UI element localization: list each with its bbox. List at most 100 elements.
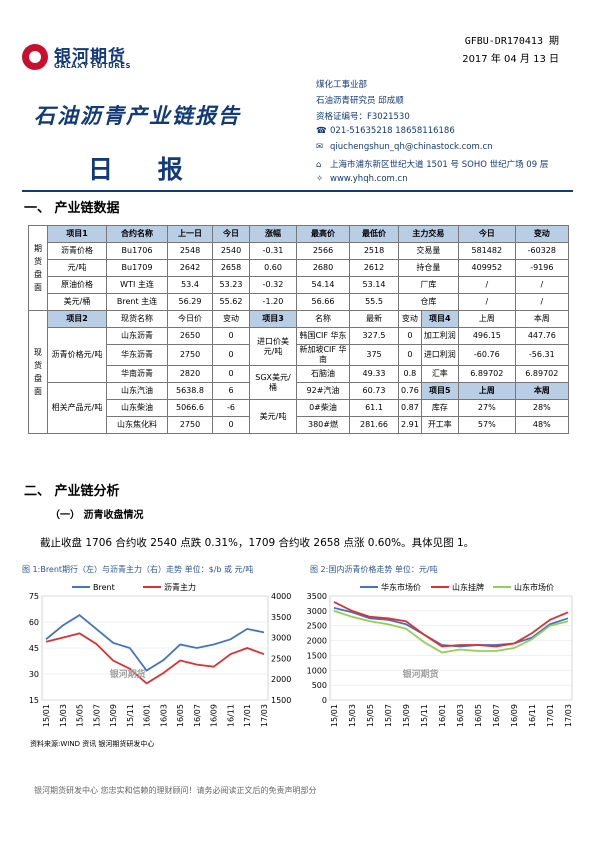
chart-brent-vs-asphalt: 15 30 45 60 75 1500 2000 2500 3000 3500 4000 15/01 1… <box>16 578 298 734</box>
spot-cell: 2750 <box>167 416 213 434</box>
spot-cell: 华南沥青 <box>106 365 168 383</box>
galaxy-logo-icon <box>22 44 48 70</box>
spot-cell: 27% <box>457 399 516 417</box>
table-row: 山东柴油 5066.6 -6 美元/吨 0#柴油 61.1 0.87 库存 27% 28% <box>29 399 569 434</box>
futures-cell: 2518 <box>349 242 399 260</box>
contact-phone: 021-51635218 18658116186 <box>330 126 455 136</box>
futures-header-cell: 最高价 <box>296 225 350 243</box>
spot-cell: 28% <box>514 399 569 417</box>
futures-cell: 2566 <box>296 242 350 260</box>
legend-label: 沥青主力 <box>164 582 196 592</box>
spot-cell: 0.87 <box>398 399 422 417</box>
y2-tick-label: 4000 <box>271 592 291 601</box>
futures-cell: 持仓量 <box>398 259 459 277</box>
spot-cell: 本周 <box>514 382 569 400</box>
chart-watermark: 银河期货 <box>110 668 146 680</box>
futures-cell: 55.62 <box>212 293 250 311</box>
y-tick-label: 75 <box>29 592 39 601</box>
spot-cell: 5066.6 <box>167 399 213 417</box>
table-row: 华南沥青 2820 0 SGX美元/桶 石脑油 49.33 0.8 汇率 6.89702 6.89… <box>29 365 569 400</box>
section-1-heading: 一、 产业链数据 <box>24 201 120 216</box>
spot-header-cell: 变动 <box>212 310 250 328</box>
contact-address: 上海市浦东新区世纪大道 1501 号 SOHO 世纪广场 09 层 <box>330 160 549 170</box>
spot-cell: 0 <box>212 344 250 366</box>
x-tick-label: 16/09 <box>510 704 519 727</box>
futures-cell: 2680 <box>296 259 350 277</box>
legend-label: 山东挂牌 <box>452 582 484 592</box>
futures-cell: 2658 <box>212 259 250 277</box>
spot-side-label: 现货盘面 <box>28 310 48 434</box>
spot-cell: 山东汽油 <box>106 382 168 400</box>
x-tick-label: 16/03 <box>159 704 168 727</box>
futures-cell: 53.23 <box>212 276 250 294</box>
futures-cell: / <box>457 276 516 294</box>
analysis-paragraph: 截止收盘 1706 合约收 2540 点跌 0.31%，1709 合约收 265… <box>40 537 475 549</box>
futures-cell: 2612 <box>349 259 399 277</box>
page-footer: 银河期货研发中心 您忠实和信赖的理财顾问！请务必阅读正文后的免责声明部分 <box>34 786 317 795</box>
y2-tick-label: 3000 <box>271 634 291 643</box>
spot-cell: 进口利润 <box>420 344 459 366</box>
futures-cell: 交易量 <box>398 242 459 260</box>
x-tick-label: 17/03 <box>564 704 573 727</box>
y2-tick-label: 2000 <box>271 675 291 684</box>
table-row: 华东沥青 2750 0 新加坡CIF 华南 375 0 进口利润 -60.76 -56.31 <box>29 344 569 366</box>
x-tick-label: 17/01 <box>243 704 252 727</box>
spot-cell: 380#燃 <box>296 416 350 434</box>
x-tick-label: 16/01 <box>143 704 152 727</box>
futures-header-cell: 今日 <box>457 225 516 243</box>
futures-header-cell: 主力交易 <box>398 225 459 243</box>
legend-label: 华东市场价 <box>381 582 421 592</box>
futures-side-label: 期货盘面 <box>28 225 48 311</box>
futures-header-cell: 涨幅 <box>249 225 297 243</box>
y2-tick-label: 1500 <box>271 696 291 705</box>
spot-cell: -6 <box>212 399 250 417</box>
spot-header-cell: 变动 <box>398 310 422 328</box>
futures-cell: -0.31 <box>249 242 297 260</box>
document-id: GFBU-DR170413 期 <box>464 36 559 47</box>
spot-cell: 57% <box>457 416 516 434</box>
futures-header-cell: 项目1 <box>47 225 107 243</box>
spot-cell: 山东焦化料 <box>106 416 168 434</box>
x-tick-label: 15/01 <box>330 704 339 727</box>
y-tick-label: 30 <box>29 670 39 679</box>
section-2-heading: 二、 产业链分析 <box>24 484 120 499</box>
spot-header-cell: 项目2 <box>47 310 107 328</box>
futures-cell: 美元/桶 <box>47 293 107 311</box>
contact-website[interactable]: www.yhqh.com.cn <box>330 174 408 184</box>
x-tick-label: 16/11 <box>528 704 537 727</box>
x-tick-label: 15/07 <box>92 704 101 727</box>
document-date: 2017 年 04 月 13 日 <box>462 54 559 65</box>
x-tick-label: 16/05 <box>474 704 483 727</box>
futures-cell: / <box>514 293 569 311</box>
spot-cell: 61.1 <box>349 399 399 417</box>
futures-cell: 2642 <box>167 259 213 277</box>
contact-email[interactable]: qiuchengshun_qh@chinastock.com.cn <box>330 142 493 152</box>
futures-cell: -9196 <box>514 259 569 277</box>
spot-header-cell: 上周 <box>457 310 516 328</box>
spot-cell: 92#汽油 <box>296 382 350 400</box>
y-tick-label: 0 <box>322 696 327 705</box>
phone-icon: ☎ <box>316 126 327 136</box>
futures-cell: 581482 <box>457 242 516 260</box>
futures-cell: 56.66 <box>296 293 350 311</box>
futures-cell: -1.20 <box>249 293 297 311</box>
table-row: 相关产品元/吨 山东汽油 5638.8 6 92#汽油 60.73 0.76 项目5 上周 本周 <box>29 382 569 434</box>
futures-cell: 原油价格 <box>47 276 107 294</box>
spot-cell: 华东沥青 <box>106 344 168 366</box>
spot-cell: 0 <box>212 365 250 383</box>
spot-cell: 0.76 <box>398 382 422 400</box>
futures-header-cell: 合约名称 <box>106 225 168 243</box>
x-tick-label: 16/05 <box>176 704 185 727</box>
x-tick-label: 15/09 <box>402 704 411 727</box>
y-tick-label: 2500 <box>307 622 327 631</box>
table-row: 美元/桶 Brent 主连 56.29 55.62 -1.20 56.66 55.5 仓库 / / <box>29 293 569 311</box>
spot-cell: 2820 <box>167 365 213 383</box>
futures-cell: Bu1709 <box>106 259 168 277</box>
spot-cell: 49.33 <box>349 365 399 383</box>
y-tick-label: 1500 <box>307 651 327 660</box>
x-tick-label: 17/03 <box>260 704 269 727</box>
header-rule <box>22 190 573 192</box>
table-row: 沥青价格元/吨 山东沥青 2650 0 进口价美元/吨 韩国CIF 华东 327.5 0 加工利… <box>29 327 569 383</box>
spot-cell: 60.73 <box>349 382 399 400</box>
web-icon: ✧ <box>316 174 324 184</box>
